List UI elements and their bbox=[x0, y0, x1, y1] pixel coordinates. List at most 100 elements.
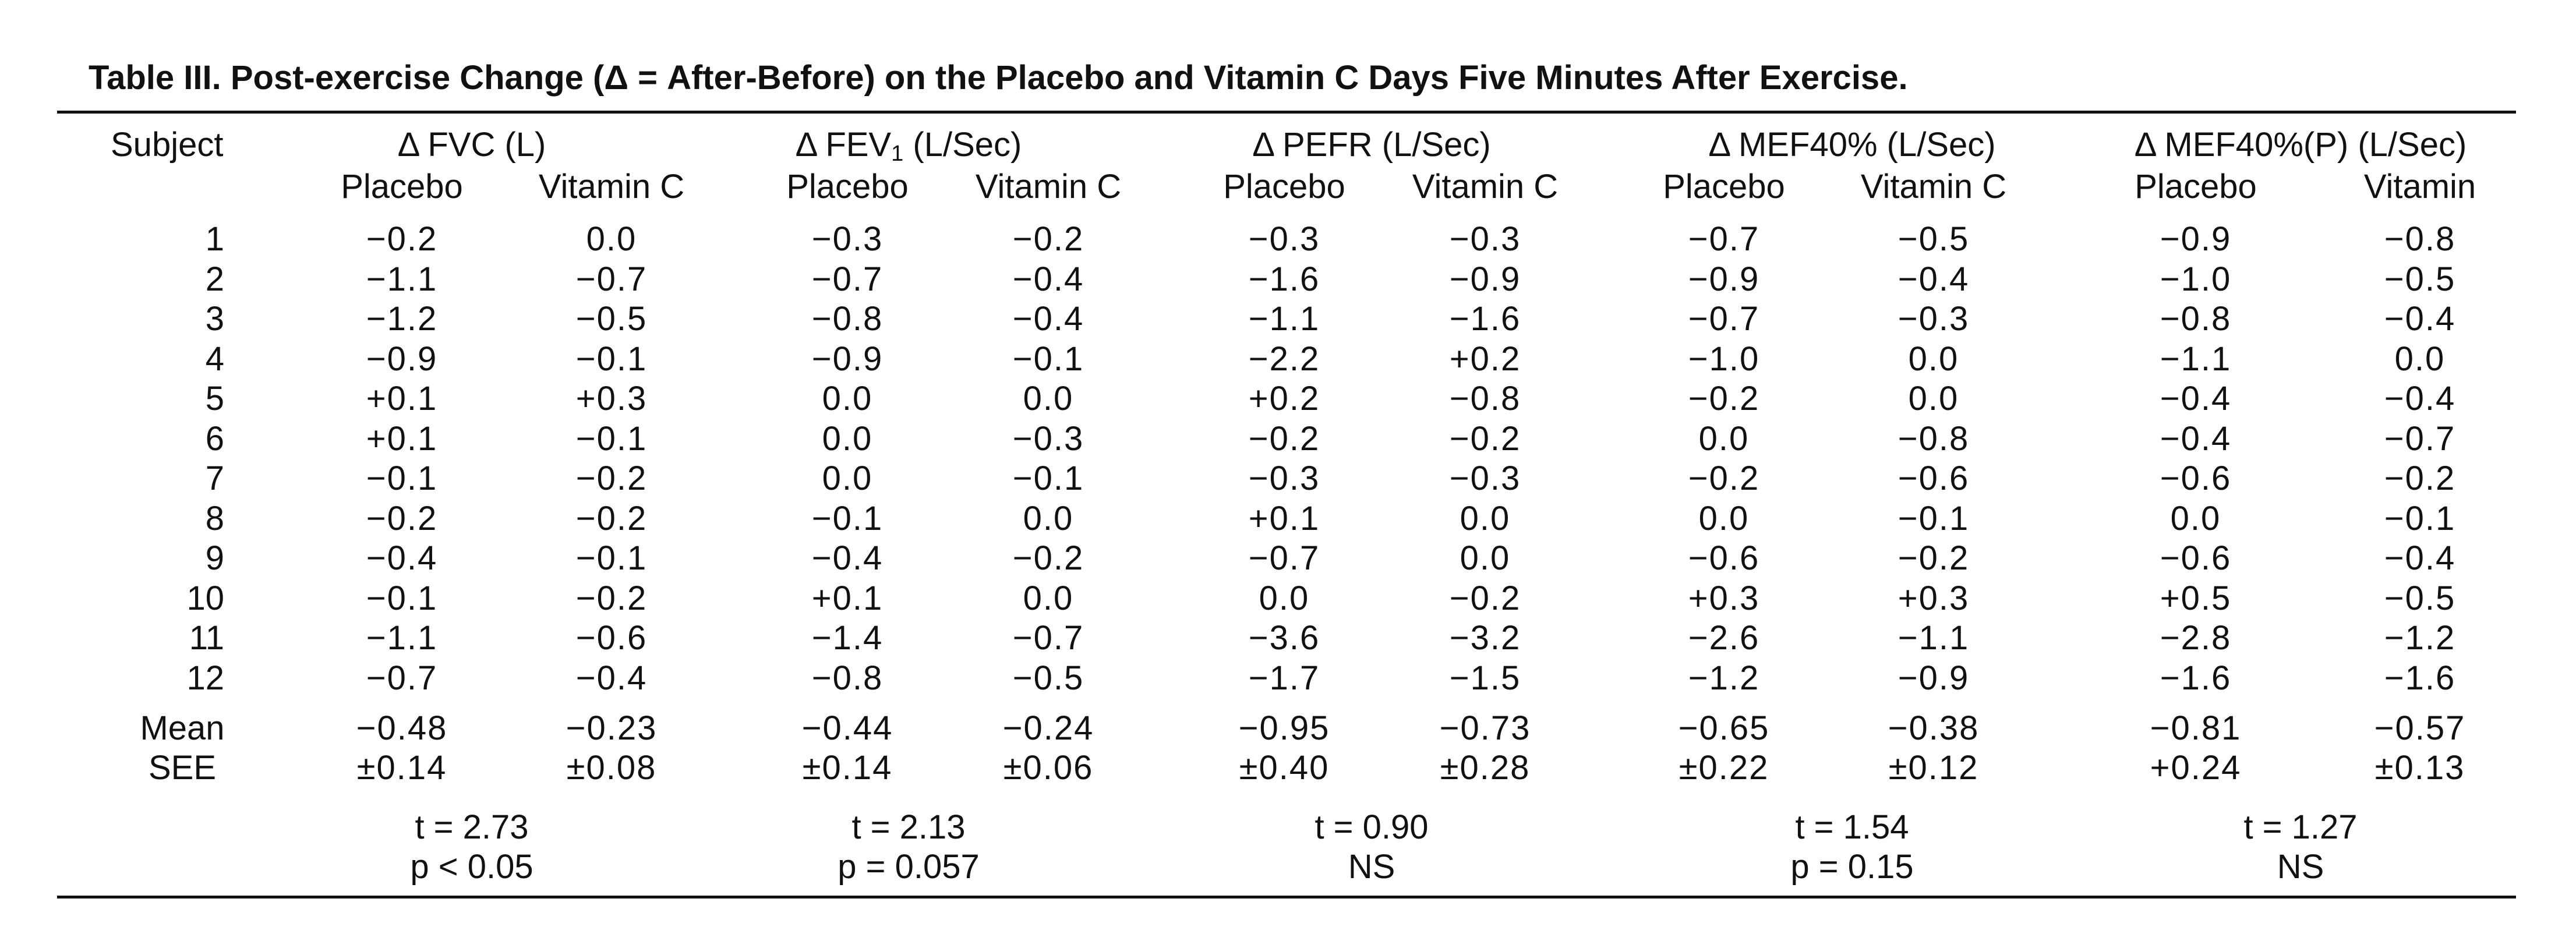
summary-cell: ±0.14 bbox=[802, 749, 893, 787]
table-cell: −0.3 bbox=[1012, 419, 1084, 458]
table-cell: −0.1 bbox=[1012, 459, 1084, 497]
table-cell: −0.6 bbox=[1688, 539, 1760, 577]
table-cell: −0.5 bbox=[1897, 220, 1970, 258]
table-caption: Table III. Post-exercise Change (Δ = Aft… bbox=[89, 59, 1908, 97]
column-header-placebo: Placebo bbox=[341, 168, 463, 206]
table-cell: +0.3 bbox=[1897, 579, 1970, 617]
table-cell: −1.1 bbox=[1897, 619, 1970, 657]
table-cell: −1.5 bbox=[1449, 659, 1521, 697]
table-cell: −0.9 bbox=[1897, 659, 1970, 697]
t-statistic: t = 1.54 bbox=[1795, 808, 1909, 846]
summary-cell: ±0.28 bbox=[1440, 749, 1531, 787]
table-cell: 0.0 bbox=[586, 220, 637, 258]
subject-number: 6 bbox=[205, 419, 224, 458]
p-value: NS bbox=[2277, 848, 2324, 886]
bottom-rule bbox=[57, 896, 2516, 899]
table-cell: −0.1 bbox=[1897, 499, 1970, 537]
table-cell: −0.9 bbox=[366, 339, 438, 378]
table-cell: 0.0 bbox=[2394, 339, 2446, 378]
table-cell: −0.8 bbox=[811, 300, 884, 338]
table-cell: −0.2 bbox=[1688, 459, 1760, 497]
group-header-text: Δ FEV bbox=[795, 126, 892, 164]
table-cell: −0.7 bbox=[2384, 419, 2456, 458]
table-cell: −1.0 bbox=[2160, 260, 2232, 298]
summary-cell: ±0.06 bbox=[1003, 749, 1094, 787]
table-cell: 0.0 bbox=[822, 380, 873, 418]
subject-number: 10 bbox=[186, 579, 224, 617]
table-cell: −0.7 bbox=[1688, 300, 1760, 338]
table-cell: −0.4 bbox=[366, 539, 438, 577]
group-header: Δ PEFR (L/Sec) bbox=[1252, 128, 1490, 162]
column-header-placebo: Placebo bbox=[1663, 168, 1785, 206]
table-cell: −0.2 bbox=[1248, 419, 1320, 458]
table-cell: −0.3 bbox=[1897, 300, 1970, 338]
table-cell: −0.9 bbox=[1688, 260, 1760, 298]
table-cell: −0.7 bbox=[1688, 220, 1760, 258]
table-cell: −0.1 bbox=[575, 419, 648, 458]
table-cell: −0.4 bbox=[2384, 539, 2456, 577]
column-header-vitamin: Vitamin C bbox=[1860, 168, 2007, 206]
table-cell: −1.6 bbox=[1449, 300, 1521, 338]
t-statistic: t = 2.73 bbox=[415, 808, 529, 846]
subject-header: Subject bbox=[111, 126, 224, 164]
table-cell: −2.2 bbox=[1248, 339, 1320, 378]
table-cell: −0.1 bbox=[811, 499, 884, 537]
summary-cell: −0.24 bbox=[1002, 709, 1094, 747]
t-statistic: t = 1.27 bbox=[2243, 808, 2358, 846]
table-cell: 0.0 bbox=[1023, 499, 1074, 537]
table-cell: −0.1 bbox=[366, 459, 438, 497]
table-cell: −0.6 bbox=[2160, 539, 2232, 577]
table-cell: −2.6 bbox=[1688, 619, 1760, 657]
table-cell: −1.6 bbox=[1248, 260, 1320, 298]
column-header-vitamin: Vitamin C bbox=[1412, 168, 1559, 206]
table-cell: −1.2 bbox=[1688, 659, 1760, 697]
table-cell: −0.4 bbox=[1012, 260, 1084, 298]
summary-cell: −0.81 bbox=[2150, 709, 2242, 747]
table-cell: −0.9 bbox=[2160, 220, 2232, 258]
table-cell: 0.0 bbox=[1698, 499, 1750, 537]
table-cell: −0.1 bbox=[366, 579, 438, 617]
summary-cell: ±0.22 bbox=[1679, 749, 1769, 787]
column-header-vitamin: Vitamin C bbox=[538, 168, 685, 206]
table-cell: −0.3 bbox=[1248, 220, 1320, 258]
group-header: Δ FVC (L) bbox=[398, 128, 546, 162]
table-cell: −1.1 bbox=[366, 260, 438, 298]
group-header: Δ MEF40% (L/Sec) bbox=[1708, 128, 1995, 162]
table-cell: −0.5 bbox=[2384, 579, 2456, 617]
subject-number: 9 bbox=[205, 539, 224, 577]
group-header-text: Δ PEFR (L/Sec) bbox=[1252, 126, 1491, 164]
subject-number: 4 bbox=[205, 339, 224, 378]
summary-cell: ±0.40 bbox=[1239, 749, 1330, 787]
table-cell: 0.0 bbox=[1460, 499, 1511, 537]
table-cell: −1.1 bbox=[366, 619, 438, 657]
subject-number: 8 bbox=[205, 499, 224, 537]
table-cell: −1.1 bbox=[2160, 339, 2232, 378]
summary-cell: ±0.08 bbox=[566, 749, 657, 787]
table-cell: −0.1 bbox=[2384, 499, 2456, 537]
table-cell: −0.4 bbox=[2384, 380, 2456, 418]
subject-number: 7 bbox=[205, 459, 224, 497]
table-cell: −0.2 bbox=[2384, 459, 2456, 497]
table-cell: −0.4 bbox=[1897, 260, 1970, 298]
table-cell: +0.5 bbox=[2160, 579, 2232, 617]
column-header-placebo: Placebo bbox=[1223, 168, 1345, 206]
table-cell: −2.8 bbox=[2160, 619, 2232, 657]
table-cell: −0.7 bbox=[575, 260, 648, 298]
table-cell: −0.2 bbox=[366, 220, 438, 258]
table-cell: −1.0 bbox=[1688, 339, 1760, 378]
group-header: Δ MEF40%(P) (L/Sec) bbox=[2135, 128, 2467, 162]
table-cell: −1.6 bbox=[2160, 659, 2232, 697]
subject-number: 2 bbox=[205, 260, 224, 298]
table-cell: −0.1 bbox=[575, 539, 648, 577]
table-cell: +0.2 bbox=[1248, 380, 1320, 418]
summary-cell: −0.23 bbox=[566, 709, 658, 747]
table-cell: −0.4 bbox=[811, 539, 884, 577]
table-cell: −0.4 bbox=[2384, 300, 2456, 338]
group-header-unit: (L/Sec) bbox=[903, 126, 1022, 164]
group-header-subscript: 1 bbox=[891, 142, 904, 166]
table-cell: −0.4 bbox=[2160, 380, 2232, 418]
table-cell: +0.1 bbox=[366, 419, 438, 458]
table-cell: −0.8 bbox=[2160, 300, 2232, 338]
table-cell: −0.7 bbox=[1248, 539, 1320, 577]
table-cell: −0.3 bbox=[1449, 220, 1521, 258]
